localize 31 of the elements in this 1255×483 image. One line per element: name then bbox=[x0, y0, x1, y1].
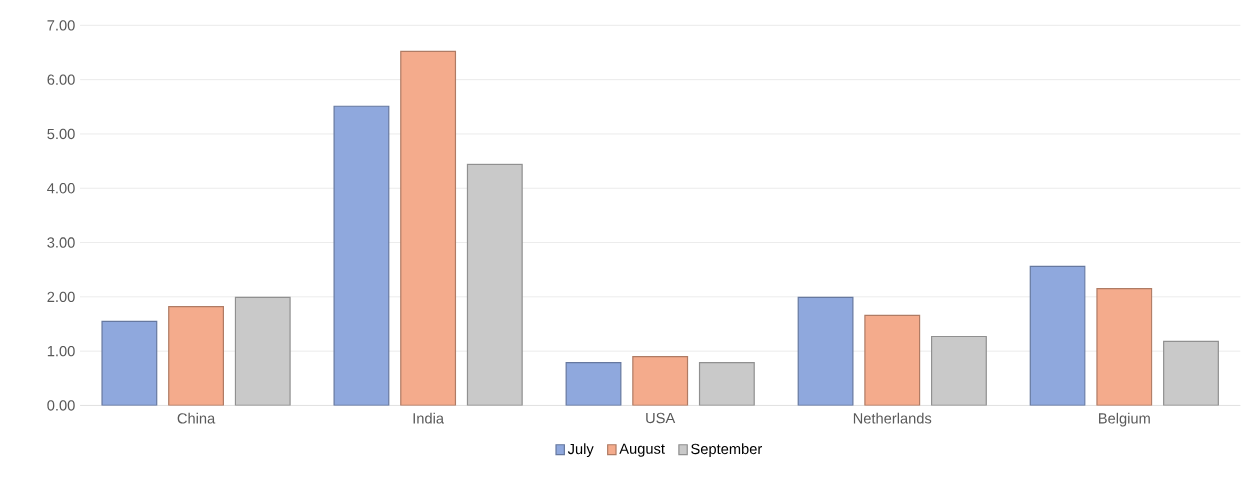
bar bbox=[1029, 265, 1086, 406]
bar bbox=[930, 335, 987, 406]
bar bbox=[1163, 340, 1219, 406]
x-tick-label: Netherlands bbox=[853, 412, 932, 424]
y-tick-label: 5.00 bbox=[47, 128, 75, 140]
legend-label: September bbox=[691, 443, 763, 458]
legend-label: August bbox=[619, 443, 665, 457]
bar bbox=[1096, 288, 1153, 406]
y-tick-label: 7.00 bbox=[47, 20, 75, 31]
bar bbox=[234, 296, 291, 406]
x-tick-label: India bbox=[413, 412, 445, 424]
bar bbox=[400, 50, 457, 406]
y-tick-label: 2.00 bbox=[47, 291, 75, 303]
bar bbox=[632, 356, 689, 406]
bar bbox=[466, 163, 523, 406]
legend-label: July bbox=[567, 443, 594, 458]
y-tick-label: 3.00 bbox=[47, 237, 75, 248]
bar bbox=[565, 362, 622, 406]
x-tick-label: USA bbox=[646, 412, 676, 424]
bar bbox=[698, 362, 755, 406]
bar bbox=[797, 296, 854, 406]
bar bbox=[168, 306, 224, 406]
y-tick-label: 4.00 bbox=[47, 183, 75, 194]
bar bbox=[333, 105, 390, 406]
x-tick-label: China bbox=[177, 412, 216, 424]
y-tick-label: 6.00 bbox=[47, 74, 75, 85]
bar bbox=[101, 320, 158, 406]
y-tick-label: 0.00 bbox=[47, 400, 75, 411]
x-tick-label: Belgium bbox=[1099, 412, 1150, 427]
y-tick-label: 1.00 bbox=[47, 346, 75, 357]
bar bbox=[864, 314, 921, 406]
